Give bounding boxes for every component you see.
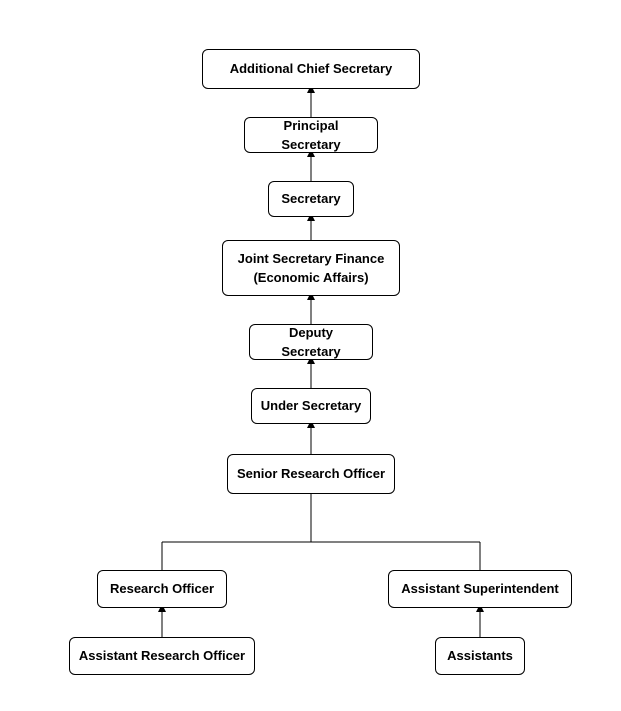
- node-additional-chief-secretary: Additional Chief Secretary: [202, 49, 420, 89]
- node-deputy-secretary: Deputy Secretary: [249, 324, 373, 360]
- node-assistant-research-officer: Assistant Research Officer: [69, 637, 255, 675]
- node-secretary: Secretary: [268, 181, 354, 217]
- node-principal-secretary: Principal Secretary: [244, 117, 378, 153]
- node-assistants: Assistants: [435, 637, 525, 675]
- node-senior-research-officer: Senior Research Officer: [227, 454, 395, 494]
- node-joint-secretary-finance: Joint Secretary Finance(Economic Affairs…: [222, 240, 400, 296]
- org-chart-canvas: Additional Chief Secretary Principal Sec…: [0, 0, 621, 711]
- node-research-officer: Research Officer: [97, 570, 227, 608]
- node-under-secretary: Under Secretary: [251, 388, 371, 424]
- node-assistant-superintendent: Assistant Superintendent: [388, 570, 572, 608]
